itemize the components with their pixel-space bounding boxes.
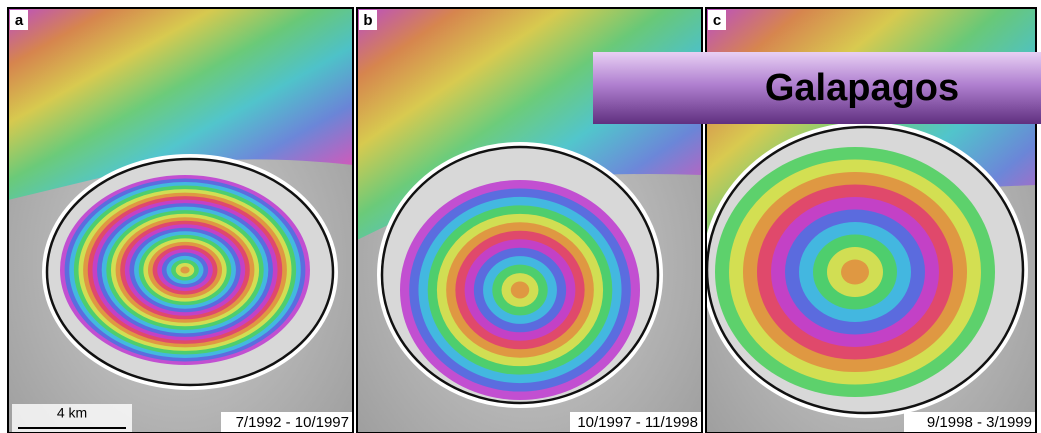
panel-label: b — [363, 12, 372, 29]
fringe — [841, 260, 869, 285]
banner: Galapagos — [593, 52, 1041, 124]
panel: a 7/1992 - 10/1997 — [8, 8, 353, 433]
scale-bar: 4 km — [12, 404, 132, 432]
fringe — [511, 282, 529, 299]
panel-label: c — [713, 12, 721, 29]
date-label: 7/1992 - 10/1997 — [236, 414, 349, 431]
fringe — [180, 266, 189, 273]
panel-label: a — [15, 12, 24, 29]
banner-title: Galapagos — [765, 67, 959, 109]
scale-bar-label: 4 km — [57, 405, 87, 421]
figure: a 7/1992 - 10/1997 b 10/1997 - 11/1998 c 9/19… — [0, 0, 1041, 433]
panel-content — [8, 8, 353, 433]
date-label: 9/1998 - 3/1999 — [927, 414, 1032, 431]
date-label: 10/1997 - 11/1998 — [577, 414, 698, 431]
